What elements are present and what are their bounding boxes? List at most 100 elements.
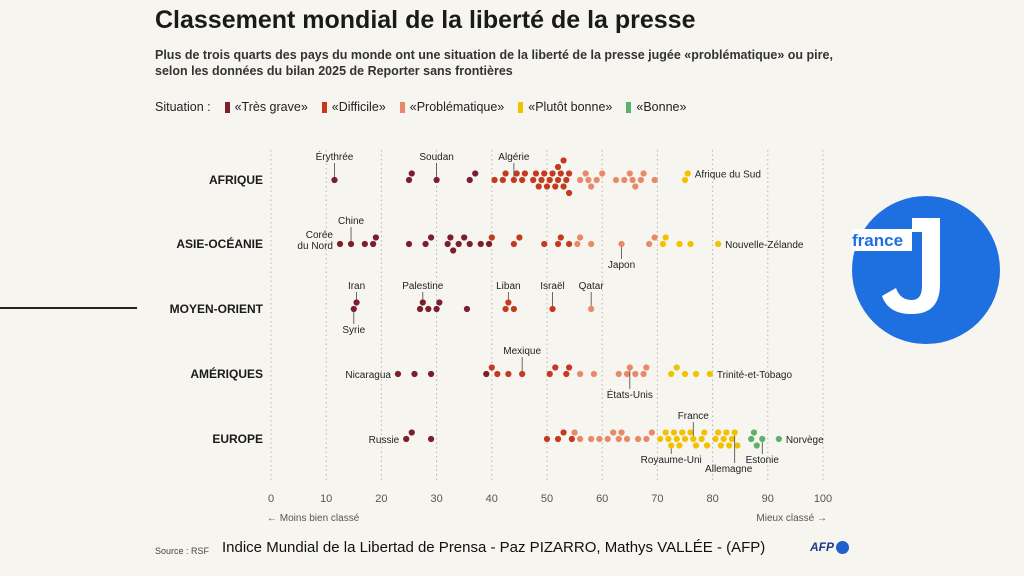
data-point (676, 442, 683, 449)
x-tick-label: 40 (486, 493, 498, 505)
data-point (565, 170, 573, 177)
data-point (643, 435, 650, 443)
legend-item-bonne: «Bonne» (626, 100, 686, 114)
page-subtitle: Plus de trois quarts des pays du monde o… (155, 48, 833, 78)
data-point (676, 240, 683, 248)
annotation-label: États-Unis (607, 388, 653, 401)
data-point (433, 176, 440, 184)
data-point (546, 370, 553, 378)
data-point (596, 435, 603, 443)
category-label: AFRIQUE (209, 173, 263, 187)
data-point (427, 435, 435, 443)
legend-item-label: «Très grave» (234, 100, 308, 114)
data-point (687, 240, 694, 248)
data-point (681, 435, 689, 443)
data-point (450, 247, 457, 254)
data-point (568, 435, 575, 443)
data-point (610, 429, 617, 436)
data-point (513, 170, 520, 177)
data-point (687, 429, 694, 436)
data-point (405, 240, 413, 248)
annotation-label: Palestine (402, 281, 444, 292)
data-point (505, 299, 512, 306)
x-tick-label: 100 (814, 493, 832, 505)
data-point (549, 170, 556, 177)
annotation-label: France (678, 411, 710, 422)
data-point (588, 240, 595, 248)
data-point (692, 370, 700, 378)
data-point (350, 305, 357, 313)
x-tick-label: 50 (541, 493, 553, 505)
data-point (427, 234, 435, 241)
data-point (582, 170, 589, 177)
data-point (692, 442, 700, 449)
data-point (549, 305, 556, 313)
data-point (698, 435, 705, 443)
data-point (673, 435, 680, 443)
data-point (648, 429, 655, 436)
data-point (425, 305, 432, 313)
annotation-label: Russie (369, 435, 400, 446)
data-point (577, 435, 584, 443)
data-point (723, 429, 730, 436)
data-point (618, 240, 625, 248)
logo-text: france (852, 231, 903, 250)
annotation-label: Israël (540, 281, 564, 292)
logo-j-icon (882, 218, 940, 314)
data-point (684, 170, 691, 177)
data-point (560, 429, 567, 436)
data-point (361, 240, 368, 248)
annotation-label: Liban (496, 281, 520, 292)
data-point (552, 364, 559, 371)
data-point (712, 435, 719, 443)
data-point (690, 435, 697, 443)
annotation-label: Afrique du Sud (695, 170, 761, 181)
data-point (535, 183, 542, 190)
data-point (703, 442, 711, 449)
chart-legend: Situation : «Très grave» «Difficile» «Pr… (155, 100, 700, 114)
data-point (748, 435, 755, 443)
data-point (571, 429, 578, 436)
data-point (521, 170, 529, 177)
legend-item-tres-grave: «Très grave» (224, 100, 308, 114)
legend-item-label: «Plutôt bonne» (528, 100, 613, 114)
data-point (563, 176, 570, 184)
annotation-label: Mexique (503, 346, 541, 357)
category-label: AMÉRIQUES (190, 366, 263, 381)
data-point (505, 370, 512, 378)
data-point (463, 305, 471, 313)
data-point (510, 305, 517, 313)
data-point (590, 370, 598, 378)
data-point (491, 176, 498, 184)
data-point (565, 189, 573, 197)
x-tick-label: 30 (430, 493, 442, 505)
data-point (623, 370, 631, 378)
data-point (405, 176, 413, 184)
data-point (519, 370, 526, 378)
afp-logo: AFP (810, 540, 849, 554)
data-point (422, 240, 429, 248)
data-point (615, 435, 622, 443)
data-point (615, 370, 622, 378)
annotation-label: Syrie (342, 325, 365, 336)
data-point (679, 429, 686, 436)
data-point (651, 234, 658, 241)
annotation-label: Érythrée (316, 150, 354, 163)
annotation-label: Iran (348, 281, 365, 292)
data-point (706, 370, 713, 378)
data-point (499, 176, 506, 184)
afp-dot-icon (836, 540, 849, 554)
x-axis-label-right: Mieux classé → (756, 513, 827, 524)
data-point (726, 442, 733, 449)
data-point (519, 176, 526, 184)
data-point (588, 305, 595, 313)
data-point (530, 176, 537, 184)
data-point (604, 435, 611, 443)
data-point (599, 170, 606, 177)
data-point (701, 429, 708, 436)
data-point (477, 240, 484, 248)
annotation-label: Algérie (498, 152, 530, 163)
data-point (466, 176, 473, 184)
data-point (466, 240, 473, 248)
data-point (552, 183, 559, 190)
